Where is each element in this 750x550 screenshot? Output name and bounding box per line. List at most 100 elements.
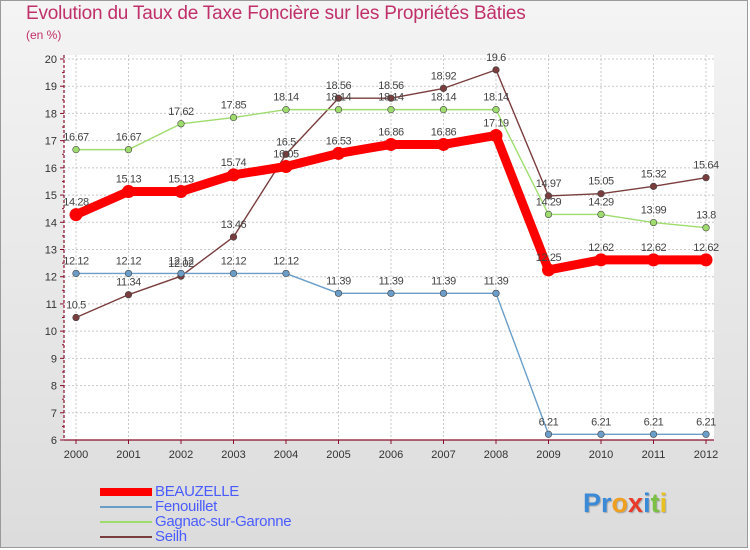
- data-label-beauzelle-2001: 15.13: [116, 174, 142, 186]
- x-tick-label-2012: 2012: [694, 449, 718, 461]
- data-label-gagnac-sur-garonne-2008: 18.14: [483, 92, 509, 104]
- point-beauzelle-2000: [69, 208, 83, 222]
- data-label-gagnac-sur-garonne-2009: 14.29: [536, 196, 562, 208]
- x-tick-label-2007: 2007: [431, 449, 455, 461]
- data-label-beauzelle-2008: 17.19: [483, 117, 509, 129]
- data-label-fenouillet-2003: 12.12: [221, 255, 247, 267]
- data-label-seilh-2011: 15.32: [641, 168, 667, 180]
- data-label-gagnac-sur-garonne-2010: 14.29: [588, 196, 614, 208]
- point-gagnac-sur-garonne-2007: [439, 106, 448, 114]
- logo-part-pr: Pr: [583, 488, 612, 518]
- point-seilh-2003: [229, 233, 238, 241]
- x-tick-label-2001: 2001: [116, 449, 140, 461]
- x-tick-label-2011: 2011: [642, 449, 666, 461]
- point-beauzelle-2008: [489, 128, 503, 142]
- data-label-seilh-2010: 15.05: [588, 176, 614, 188]
- point-gagnac-sur-garonne-2001: [124, 146, 133, 154]
- point-beauzelle-2010: [594, 253, 608, 267]
- x-tick-label-2000: 2000: [64, 449, 88, 461]
- x-tick-label-2008: 2008: [484, 449, 508, 461]
- legend-item-seilh: Seilh: [100, 528, 360, 545]
- data-label-seilh-2001: 11.34: [116, 277, 141, 289]
- data-label-beauzelle-2012: 12.62: [693, 242, 719, 254]
- legend-label-gagnac: Gagnac-sur-Garonne: [155, 513, 292, 530]
- y-tick-label-20: 20: [45, 54, 57, 66]
- point-gagnac-sur-garonne-2006: [387, 106, 395, 114]
- point-seilh-2010: [597, 190, 605, 198]
- data-label-gagnac-sur-garonne-2011: 13.99: [641, 205, 667, 217]
- point-fenouillet-2001: [124, 269, 133, 278]
- y-tick-label-16: 16: [45, 163, 57, 175]
- data-label-seilh-2003: 13.46: [221, 219, 247, 231]
- data-label-gagnac-sur-garonne-2000: 16.67: [63, 132, 89, 144]
- data-label-gagnac-sur-garonne-2004: 18.14: [273, 92, 299, 104]
- data-label-beauzelle-2011: 12.62: [641, 242, 667, 254]
- point-beauzelle-2001: [122, 185, 135, 199]
- point-fenouillet-2008: [492, 289, 500, 297]
- x-tick-label-2002: 2002: [169, 449, 193, 461]
- data-label-fenouillet-2006: 11.39: [379, 275, 404, 287]
- logo-part-i: i: [643, 488, 651, 518]
- y-tick-label-9: 9: [51, 353, 57, 365]
- point-gagnac-sur-garonne-2009: [544, 210, 553, 218]
- legend-label-beauzelle: BEAUZELLE: [155, 483, 240, 500]
- data-label-beauzelle-2007: 16.86: [431, 126, 457, 138]
- x-tick-label-2003: 2003: [221, 449, 245, 461]
- legend-item-fenouillet: Fenouillet: [100, 498, 360, 515]
- data-label-seilh-2012: 15.64: [693, 160, 719, 172]
- logo-part-t: t: [650, 488, 660, 518]
- point-fenouillet-2003: [229, 269, 238, 278]
- data-label-gagnac-sur-garonne-2003: 17.85: [221, 100, 247, 112]
- data-label-beauzelle-2005: 16.53: [326, 135, 352, 147]
- legend-swatch-fenouillet: [100, 506, 152, 508]
- data-label-seilh-2005: 18.56: [326, 80, 352, 92]
- point-seilh-2004: [282, 150, 290, 158]
- data-label-fenouillet-2001: 12.12: [116, 255, 142, 267]
- data-label-seilh-2002: 12.02: [168, 258, 194, 270]
- point-seilh-2000: [72, 313, 80, 322]
- point-gagnac-sur-garonne-2008: [492, 106, 500, 114]
- data-label-beauzelle-2004: 16.05: [273, 148, 299, 160]
- y-tick-label-7: 7: [51, 408, 57, 420]
- data-label-seilh-2004: 16.5: [276, 136, 296, 148]
- y-tick-label-17: 17: [45, 136, 57, 148]
- data-label-beauzelle-2006: 16.86: [378, 126, 404, 138]
- data-label-seilh-2006: 18.56: [378, 80, 404, 92]
- data-label-fenouillet-2004: 12.12: [273, 255, 299, 267]
- y-tick-label-12: 12: [45, 272, 57, 284]
- logo-part-x: x: [628, 488, 644, 518]
- y-tick-label-10: 10: [45, 326, 57, 338]
- y-tick-label-6: 6: [51, 435, 57, 447]
- data-label-seilh-2000: 10.5: [66, 300, 86, 312]
- point-seilh-2006: [387, 94, 395, 102]
- x-tick-label-2005: 2005: [326, 449, 350, 461]
- point-seilh-2005: [334, 94, 343, 102]
- logo-part-o: o: [611, 488, 629, 518]
- legend-item-gagnac: Gagnac-sur-Garonne: [100, 513, 360, 530]
- data-label-gagnac-sur-garonne-2005: 18.14: [326, 92, 352, 104]
- data-label-beauzelle-2000: 14.28: [63, 197, 89, 209]
- point-beauzelle-2012: [699, 253, 713, 267]
- data-label-gagnac-sur-garonne-2001: 16.67: [116, 132, 142, 144]
- point-fenouillet-2005: [334, 289, 343, 297]
- data-label-fenouillet-2010: 6.21: [591, 416, 611, 428]
- data-label-beauzelle-2002: 15.13: [168, 174, 194, 186]
- point-gagnac-sur-garonne-2004: [282, 106, 290, 114]
- point-beauzelle-2004: [279, 159, 293, 173]
- legend-label-fenouillet: Fenouillet: [155, 498, 218, 515]
- point-beauzelle-2007: [437, 137, 450, 151]
- data-label-fenouillet-2011: 6.21: [644, 416, 664, 428]
- data-label-gagnac-sur-garonne-2006: 18.14: [378, 92, 404, 104]
- data-label-seilh-2009: 14.97: [536, 178, 562, 190]
- y-tick-label-8: 8: [51, 381, 57, 393]
- chart-unit-label: (en %): [26, 28, 62, 42]
- y-tick-label-18: 18: [45, 108, 57, 120]
- legend-label-seilh: Seilh: [155, 528, 187, 545]
- point-beauzelle-2006: [384, 137, 398, 151]
- point-gagnac-sur-garonne-2010: [597, 210, 605, 218]
- data-label-fenouillet-2002: 12.12: [168, 255, 194, 267]
- data-label-fenouillet-2007: 11.39: [431, 275, 456, 287]
- data-label-gagnac-sur-garonne-2007: 18.14: [431, 92, 457, 104]
- data-label-fenouillet-2009: 6.21: [539, 416, 559, 428]
- point-fenouillet-2011: [649, 430, 658, 438]
